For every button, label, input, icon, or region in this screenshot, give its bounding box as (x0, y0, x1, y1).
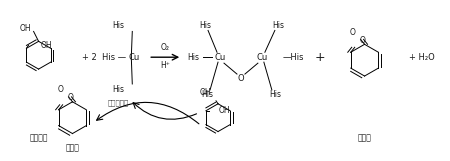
Text: His: His (112, 85, 124, 94)
Text: Cu: Cu (214, 53, 225, 62)
Text: 多酚氧化酶: 多酚氧化酶 (108, 99, 129, 106)
Text: His: His (272, 21, 284, 30)
Text: His: His (201, 90, 213, 99)
Text: His: His (269, 90, 281, 99)
Text: Cu: Cu (256, 53, 267, 62)
Text: His: His (187, 53, 199, 62)
Text: OH: OH (20, 24, 32, 33)
Text: O: O (68, 93, 73, 102)
Text: OH: OH (219, 106, 230, 115)
Text: His: His (112, 21, 124, 30)
Text: 邻苯二酚: 邻苯二酚 (29, 133, 48, 142)
Text: 邻苯醌: 邻苯醌 (66, 143, 79, 152)
Text: 邻苯醌: 邻苯醌 (358, 133, 372, 142)
Text: —His: —His (283, 53, 304, 62)
Text: His: His (199, 21, 211, 30)
Text: H⁺: H⁺ (160, 61, 170, 70)
Text: O: O (360, 36, 366, 45)
Text: +: + (315, 51, 325, 64)
Text: + H₂O: + H₂O (410, 53, 435, 62)
Text: OH: OH (199, 88, 211, 97)
Text: Cu: Cu (128, 53, 140, 62)
Text: O: O (350, 28, 356, 37)
Text: O: O (58, 85, 63, 94)
Text: O: O (238, 74, 244, 83)
Text: O₂: O₂ (161, 43, 170, 52)
Text: OH: OH (40, 41, 52, 50)
Text: + 2  His —: + 2 His — (82, 53, 126, 62)
